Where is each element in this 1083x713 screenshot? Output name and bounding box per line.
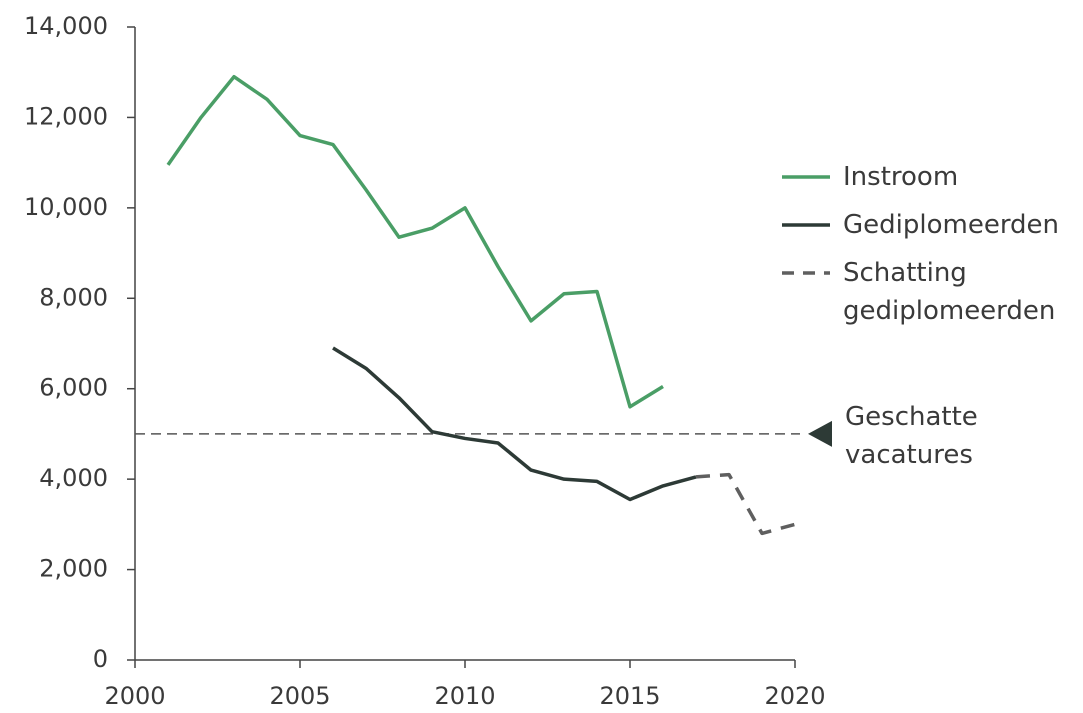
y-tick-label: 6,000: [39, 374, 108, 402]
legend-label: Instroom: [843, 162, 959, 192]
x-tick-label: 2020: [764, 682, 825, 710]
y-tick-label: 10,000: [24, 193, 108, 221]
series-line: [332, 346, 697, 502]
reference-marker: [808, 420, 832, 447]
x-tick-label: 2015: [599, 682, 660, 710]
y-tick-label: 4,000: [39, 464, 108, 492]
series-line: [695, 472, 796, 536]
legend-label: Gediplomeerden: [843, 210, 1060, 240]
series-line: [166, 74, 664, 409]
y-tick-label: 0: [93, 645, 108, 673]
x-tick-label: 2000: [104, 682, 165, 710]
y-tick-label: 14,000: [24, 12, 108, 40]
x-tick-label: 2010: [434, 682, 495, 710]
y-tick-label: 2,000: [39, 555, 108, 583]
y-tick-label: 8,000: [39, 283, 108, 311]
x-tick-label: 2005: [269, 682, 330, 710]
y-tick-label: 12,000: [24, 102, 108, 130]
reference-label: Geschatte vacatures: [845, 401, 978, 470]
legend-label: Schatting gediplomeerden: [843, 258, 1056, 326]
